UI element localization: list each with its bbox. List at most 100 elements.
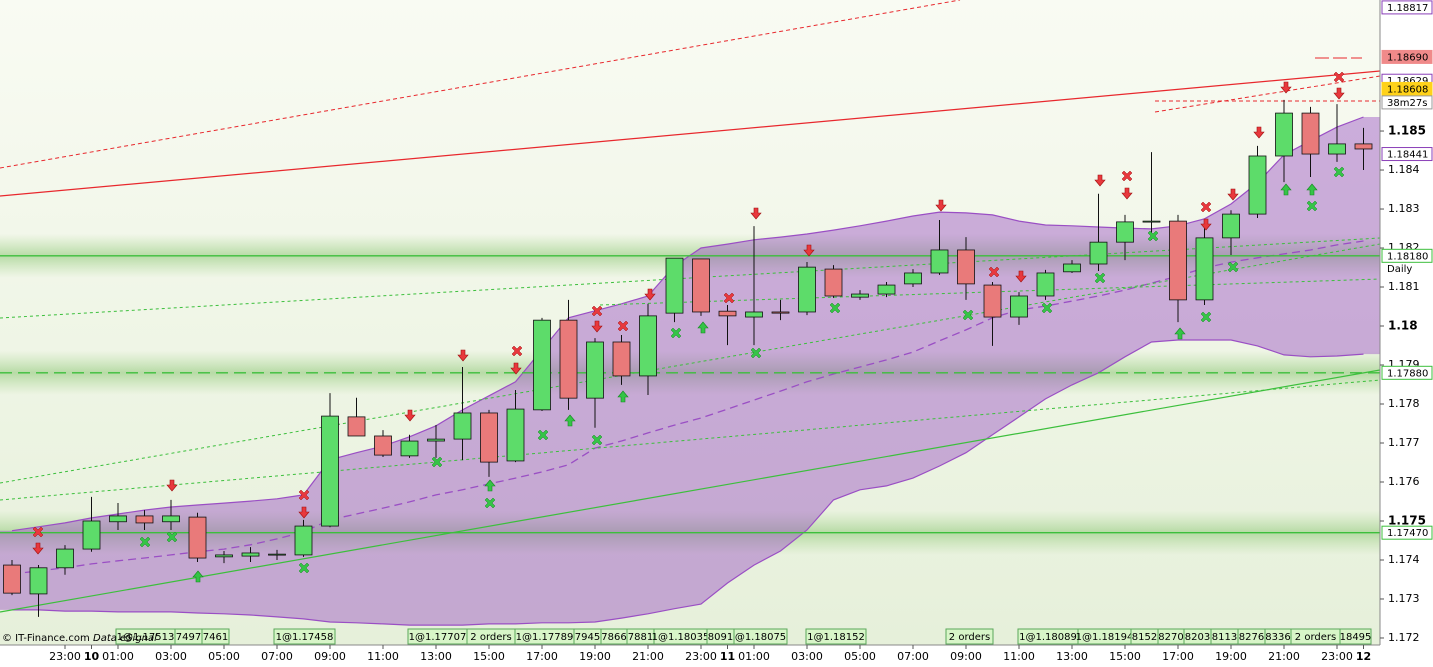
upper-band bbox=[11, 116, 1364, 532]
x-tick-label: 23:00 bbox=[1321, 650, 1353, 663]
candle-body bbox=[1354, 143, 1373, 150]
level-label: 1.17470 bbox=[1387, 528, 1428, 539]
watermark: © IT-Finance.com bbox=[2, 633, 90, 644]
x-tick-label: 17:00 bbox=[526, 650, 558, 663]
candle-body bbox=[29, 567, 48, 595]
y-tick-label: 1.174 bbox=[1388, 553, 1420, 566]
x-tick-label: 23:00 bbox=[49, 650, 81, 663]
candle-body bbox=[1195, 237, 1214, 301]
level-label: 1.17880 bbox=[1387, 368, 1428, 379]
order-tag: 2 orders bbox=[470, 632, 511, 643]
order-tag: 7945 bbox=[575, 632, 600, 643]
trend-line bbox=[0, 0, 961, 169]
x-tick-label: 09:00 bbox=[950, 650, 982, 663]
candle-body bbox=[1222, 213, 1240, 239]
order-tag: 8152 bbox=[1132, 632, 1157, 643]
data-source: Data eSignal bbox=[93, 633, 157, 644]
x-tick-label: 03:00 bbox=[155, 650, 187, 663]
candle-body bbox=[56, 548, 74, 569]
candle-body bbox=[480, 412, 498, 463]
candle-body bbox=[1301, 112, 1320, 155]
trend-line bbox=[1154, 75, 1380, 113]
order-tag: 1@1.17458 bbox=[276, 632, 334, 643]
candle-body bbox=[904, 272, 922, 285]
trend-line bbox=[0, 237, 1380, 319]
band-area bbox=[0, 117, 1380, 626]
x-tick-label: 21:00 bbox=[1268, 650, 1300, 663]
x-tick-label: 17:00 bbox=[1162, 650, 1194, 663]
x-tick-label: 11:00 bbox=[1003, 650, 1035, 663]
candle-body bbox=[241, 552, 260, 557]
candle-body bbox=[215, 554, 233, 558]
countdown-box bbox=[1381, 95, 1433, 110]
trend-line bbox=[0, 369, 1380, 613]
order-tag: 8203 bbox=[1185, 632, 1210, 643]
y-tick-label: 1.176 bbox=[1388, 475, 1420, 488]
levels bbox=[0, 255, 1380, 534]
trend-line bbox=[0, 379, 1380, 501]
order-tag-box bbox=[1339, 628, 1372, 645]
candle-body bbox=[1063, 263, 1081, 273]
order-tag: 8270 bbox=[1158, 632, 1183, 643]
candle-body bbox=[612, 341, 631, 377]
order-tag: 8091 bbox=[708, 632, 733, 643]
x-tick-label: 15:00 bbox=[1109, 650, 1141, 663]
candle-body bbox=[877, 284, 896, 295]
order-tag: 7461 bbox=[203, 632, 228, 643]
candle-body bbox=[506, 408, 525, 462]
x-tick-label: 13:00 bbox=[420, 650, 452, 663]
candle-body bbox=[1328, 143, 1346, 155]
order-tag-box bbox=[733, 628, 788, 645]
candle-body bbox=[1089, 241, 1108, 265]
candle-body bbox=[533, 319, 551, 411]
price-label-box bbox=[1381, 147, 1433, 162]
order-tag: 7497 bbox=[176, 632, 201, 643]
candle-body bbox=[268, 553, 286, 556]
candle-body bbox=[347, 416, 366, 437]
candle-body bbox=[771, 311, 790, 314]
candle-body bbox=[586, 341, 604, 399]
order-tags: 1@1.17513 7497 7461 1@1.17458 1@1.17707 2 ord… bbox=[115, 628, 1372, 645]
order-tag: 1@1.18152 bbox=[807, 632, 865, 643]
bands bbox=[0, 116, 1380, 626]
y-tick-label: 1.18 bbox=[1388, 319, 1418, 333]
price-label: 1.18817 bbox=[1387, 3, 1428, 14]
candle-body bbox=[665, 257, 684, 314]
x-tick-label: 11 bbox=[720, 650, 735, 663]
candle-body bbox=[1142, 220, 1161, 223]
candle-body bbox=[453, 412, 472, 440]
candle-body bbox=[851, 293, 869, 298]
order-tag-box bbox=[945, 628, 994, 645]
x-tick-label: 21:00 bbox=[632, 650, 664, 663]
candle-body bbox=[718, 310, 737, 317]
x-tick-label: 19:00 bbox=[579, 650, 611, 663]
order-tag: 1@1.17707 bbox=[409, 632, 467, 643]
level-label-box bbox=[1381, 525, 1433, 540]
x-tick-label: 23:00 bbox=[685, 650, 717, 663]
trend-line bbox=[0, 70, 1380, 197]
price-label-box bbox=[1381, 49, 1433, 64]
x-tick-label: 11:00 bbox=[367, 650, 399, 663]
candle-body bbox=[1010, 295, 1028, 318]
level-label-box bbox=[1381, 365, 1433, 380]
order-tag: 2 orders bbox=[1295, 632, 1336, 643]
order-tag: 1@1.18035 bbox=[652, 632, 710, 643]
y-tick-label: 1.181 bbox=[1388, 280, 1420, 293]
order-tag: 1@1.18194 bbox=[1076, 632, 1134, 643]
x-tick-label: 19:00 bbox=[1215, 650, 1247, 663]
candle-body bbox=[400, 440, 419, 457]
candle-body bbox=[1116, 221, 1134, 243]
candle-body bbox=[1036, 272, 1055, 297]
candle-body bbox=[930, 249, 949, 274]
price-label-box bbox=[1381, 0, 1433, 15]
x-tick-label: 05:00 bbox=[844, 650, 876, 663]
candle-body bbox=[321, 415, 339, 527]
candle-body bbox=[109, 515, 127, 523]
candle-body bbox=[1248, 155, 1267, 215]
candle-body bbox=[957, 249, 975, 285]
level-label-box bbox=[1381, 248, 1433, 263]
price-label: 1.18441 bbox=[1387, 150, 1428, 161]
order-tag: 7881 bbox=[628, 632, 653, 643]
